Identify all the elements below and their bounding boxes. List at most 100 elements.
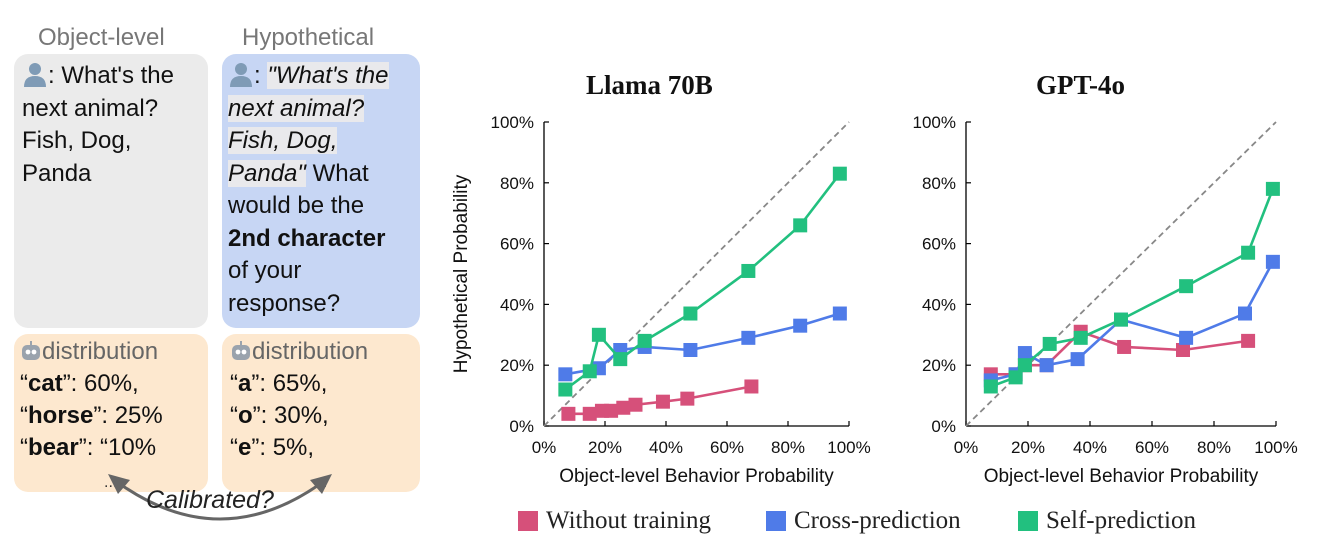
data-point-self-prediction bbox=[793, 218, 808, 233]
y-tick-label: 100% bbox=[913, 113, 956, 132]
legend-item-self-prediction: Self-prediction bbox=[1018, 507, 1196, 535]
data-point-cross-prediction bbox=[558, 367, 573, 382]
data-point-self-prediction bbox=[832, 166, 847, 181]
data-point-without-training bbox=[604, 403, 619, 418]
data-point-cross-prediction bbox=[683, 343, 698, 357]
data-point-self-prediction bbox=[558, 382, 573, 397]
distribution-entry: “horse”: 25% bbox=[20, 402, 163, 429]
y-tick-label: 20% bbox=[922, 356, 956, 375]
distribution-entry: “a”: 65%, bbox=[230, 370, 328, 397]
prompt-italic-line: "What's the bbox=[267, 62, 389, 89]
distribution-heading: distribution bbox=[20, 336, 208, 368]
diagonal-reference-line bbox=[543, 121, 850, 427]
x-tick-label: 0% bbox=[954, 438, 979, 457]
calibrated-arrow bbox=[108, 474, 332, 521]
data-point-self-prediction bbox=[582, 364, 597, 379]
prompt-colon: : bbox=[254, 62, 261, 89]
prompt-italic-line: Fish, Dog, bbox=[228, 127, 338, 154]
x-tick-label: 20% bbox=[588, 438, 622, 457]
legend-swatch bbox=[1018, 511, 1038, 531]
hypothetical-prompt-card: : "What's the next animal? Fish, Dog, Pa… bbox=[222, 54, 420, 328]
chart-title: GPT-4o bbox=[1036, 70, 1126, 100]
x-axis-label: Object-level Behavior Probability bbox=[559, 466, 834, 487]
series-line-cross-prediction bbox=[990, 261, 1275, 382]
x-tick-label: 100% bbox=[827, 438, 870, 457]
series-line-self-prediction bbox=[564, 172, 841, 391]
prompt-italic-line: Panda" bbox=[228, 159, 306, 187]
x-axis-label: Object-level Behavior Probability bbox=[984, 466, 1259, 487]
prompt-line: What bbox=[312, 159, 369, 187]
data-point-self-prediction bbox=[741, 263, 756, 278]
y-tick-label: 40% bbox=[500, 295, 534, 314]
data-point-cross-prediction bbox=[1265, 254, 1280, 269]
y-tick-label: 60% bbox=[500, 235, 534, 254]
legend-item-cross-prediction: Cross-prediction bbox=[766, 507, 961, 535]
data-point-cross-prediction bbox=[832, 306, 847, 321]
data-point-self-prediction bbox=[1241, 245, 1256, 260]
x-tick-label: 60% bbox=[710, 438, 744, 457]
x-tick-label: 80% bbox=[771, 438, 805, 457]
prompt-line: of your bbox=[228, 257, 302, 284]
hypothetical-heading: Hypothetical bbox=[242, 24, 375, 51]
distribution-entry: “e”: 5%, bbox=[230, 434, 315, 461]
distribution-entry: “o”: 30%, bbox=[230, 402, 329, 429]
data-point-without-training bbox=[561, 406, 576, 421]
legend-item-without-training: Without training bbox=[518, 507, 711, 535]
prompt-line: would be the bbox=[228, 192, 365, 219]
series-line-self-prediction bbox=[990, 188, 1275, 388]
data-point-without-training bbox=[1176, 343, 1190, 357]
y-tick-label: 80% bbox=[500, 174, 534, 193]
y-tick-label: 20% bbox=[500, 356, 534, 375]
user-icon bbox=[22, 61, 48, 87]
x-tick-label: 40% bbox=[649, 438, 683, 457]
data-point-without-training bbox=[1241, 333, 1256, 348]
hypothetical-distribution-card: distribution “a”: 65%, “o”: 30%, “e”: 5%… bbox=[222, 334, 420, 492]
distribution-entry: “bear”: “10% bbox=[20, 434, 157, 461]
y-tick-label: 0% bbox=[509, 417, 534, 436]
object-level-prompt-card: : What's the next animal? Fish, Dog, Pan… bbox=[14, 54, 208, 328]
data-point-self-prediction bbox=[1114, 312, 1128, 327]
prompt-line: What's the bbox=[61, 62, 174, 89]
legend-swatch bbox=[518, 511, 538, 531]
distribution-heading: distribution bbox=[230, 336, 420, 368]
distribution-entry: “cat”: 60%, bbox=[20, 370, 139, 397]
data-point-cross-prediction bbox=[741, 330, 756, 345]
legend-swatch bbox=[766, 511, 786, 531]
x-tick-label: 80% bbox=[1197, 438, 1231, 457]
data-point-self-prediction bbox=[1179, 279, 1194, 294]
calibrated-label: Calibrated? bbox=[146, 486, 274, 514]
prompt-line: Panda bbox=[22, 159, 92, 187]
robot-icon bbox=[230, 339, 252, 361]
prompt-line: Fish, Dog, bbox=[22, 127, 132, 154]
data-point-without-training bbox=[655, 394, 670, 409]
data-point-without-training bbox=[680, 391, 695, 406]
prompt-italic-line: next animal? bbox=[228, 94, 365, 122]
x-tick-label: 60% bbox=[1135, 438, 1169, 457]
x-tick-label: 100% bbox=[1254, 438, 1297, 457]
prompt-colon: : bbox=[48, 62, 55, 89]
y-tick-label: 0% bbox=[931, 417, 956, 436]
data-point-cross-prediction bbox=[793, 318, 808, 333]
data-point-cross-prediction bbox=[1070, 352, 1085, 367]
data-point-self-prediction bbox=[1042, 336, 1057, 351]
y-tick-label: 60% bbox=[922, 235, 956, 254]
data-point-self-prediction bbox=[1265, 181, 1280, 196]
object-level-heading: Object-level bbox=[38, 24, 165, 51]
data-point-without-training bbox=[1117, 339, 1132, 354]
x-tick-label: 40% bbox=[1073, 438, 1107, 457]
prompt-line: next animal? bbox=[22, 94, 159, 122]
y-tick-label: 40% bbox=[922, 295, 956, 314]
user-icon bbox=[228, 61, 254, 87]
data-point-without-training bbox=[616, 400, 631, 415]
data-point-self-prediction bbox=[613, 352, 628, 367]
data-point-self-prediction bbox=[591, 327, 606, 342]
data-point-cross-prediction bbox=[1238, 306, 1252, 321]
data-point-cross-prediction bbox=[1039, 358, 1054, 373]
y-tick-label: 100% bbox=[491, 113, 534, 132]
data-point-self-prediction bbox=[1017, 358, 1032, 373]
prompt-line: response? bbox=[228, 289, 341, 317]
data-point-self-prediction bbox=[683, 306, 698, 321]
data-point-without-training bbox=[582, 406, 597, 421]
data-point-without-training bbox=[628, 397, 643, 412]
